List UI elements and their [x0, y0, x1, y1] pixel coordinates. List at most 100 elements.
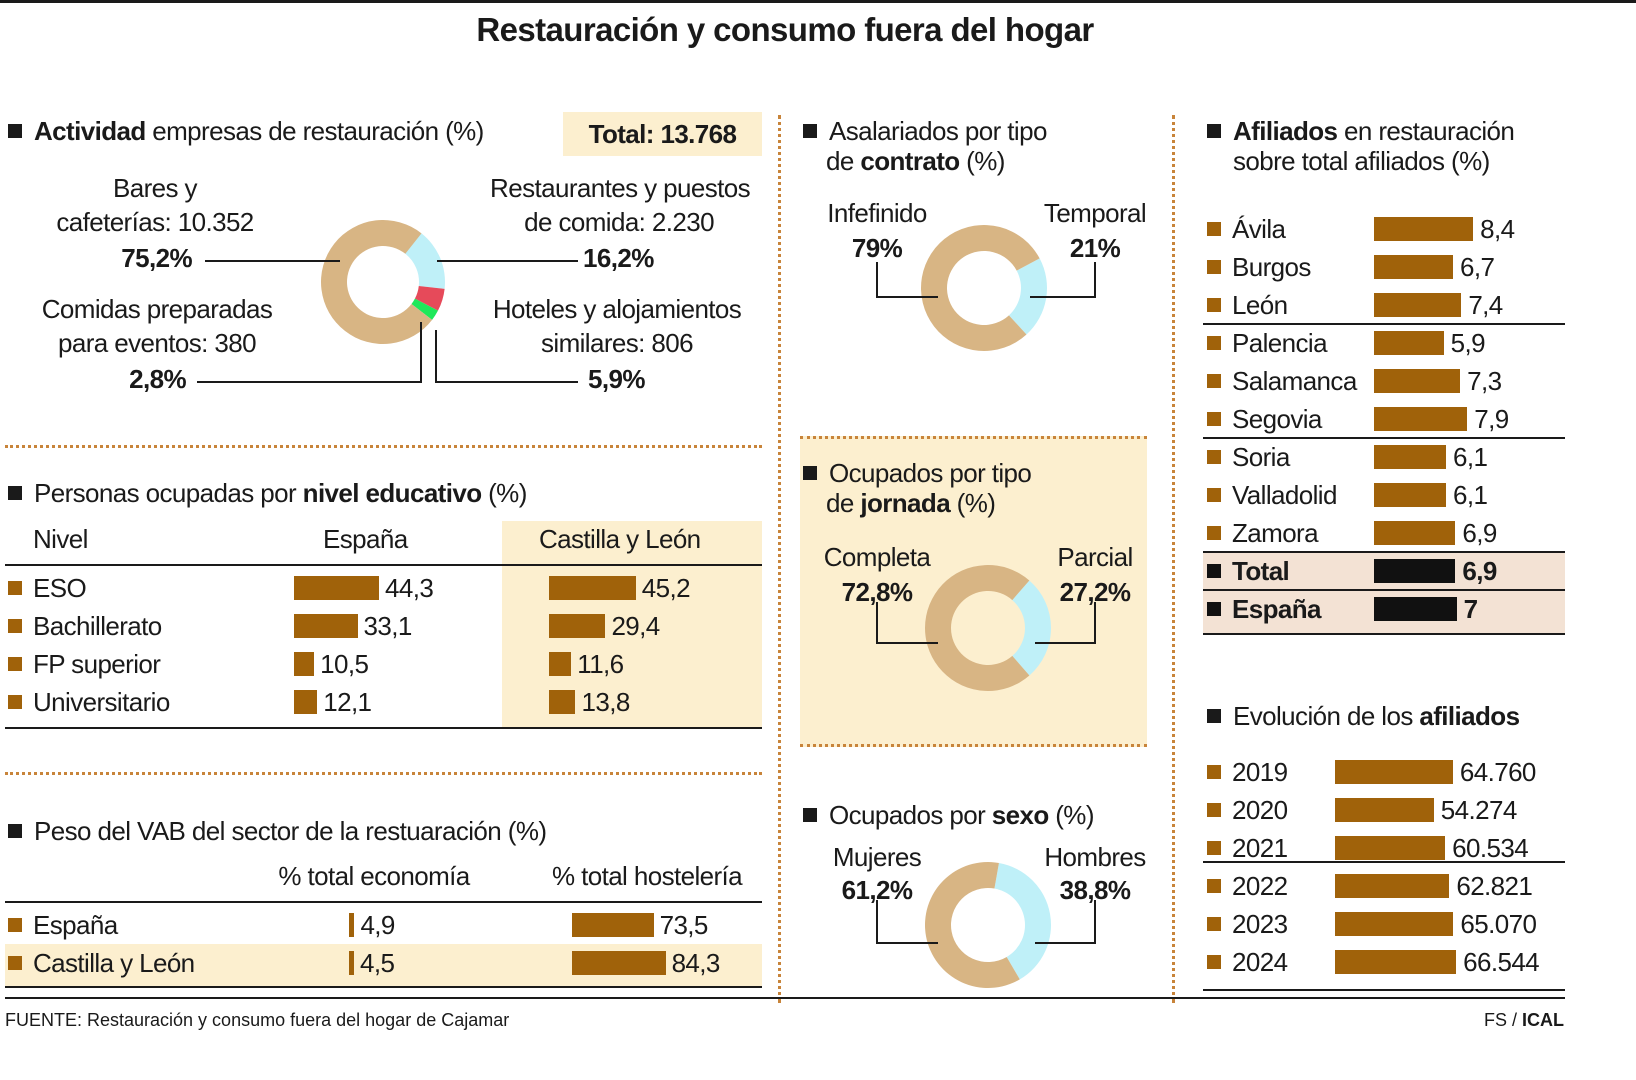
bullet-icon — [803, 466, 817, 480]
leader-line — [876, 262, 878, 298]
jornada-slice-completa — [925, 565, 1030, 692]
row-label: León — [1232, 290, 1288, 320]
row-label: Total — [1232, 556, 1290, 586]
leader-line — [437, 260, 578, 262]
vab-heading: Peso del VAB del sector de la restuaraci… — [8, 816, 547, 846]
bar-hosteleria — [572, 951, 666, 975]
bar-burgos — [1374, 255, 1454, 279]
jornada-slice-parcial — [1012, 580, 1052, 676]
leader-line — [197, 381, 422, 383]
row-label: Castilla y León — [33, 948, 195, 978]
row-label: Bachillerato — [33, 611, 162, 641]
row-label: 2022 — [1232, 871, 1288, 901]
bar-value: 62.821 — [1456, 871, 1533, 901]
bullet-icon — [8, 486, 22, 500]
sexo-slice-mujeres — [925, 862, 1020, 988]
table-rule — [5, 564, 762, 566]
label-completa: Completa — [823, 542, 931, 572]
bar-espana — [294, 652, 315, 676]
col-header-economia: % total economía — [278, 861, 470, 891]
row-label: Universitario — [33, 687, 170, 717]
top-rule — [0, 0, 1636, 3]
sexo-heading: Ocupados por sexo (%) — [803, 800, 1094, 830]
column-separator — [778, 115, 781, 1003]
table-rule — [5, 986, 762, 988]
bar-value: 44,3 — [385, 573, 434, 603]
bullet-icon — [1207, 564, 1221, 578]
bar-value: 45,2 — [641, 573, 691, 603]
bullet-icon — [8, 918, 22, 932]
bullet-icon — [1207, 803, 1221, 817]
leader-line — [436, 381, 578, 383]
label-mujeres: Mujeres — [832, 842, 922, 872]
credit: FS / ICAL — [1483, 1010, 1564, 1030]
leader-line — [205, 260, 340, 262]
leader-line — [1030, 296, 1096, 298]
bullet-icon — [8, 824, 22, 838]
bar-value: 6,7 — [1460, 252, 1495, 282]
leader-line — [1094, 262, 1096, 298]
leader-line — [1094, 900, 1096, 944]
bullet-icon — [1207, 260, 1221, 274]
leader-line — [876, 642, 938, 644]
bullet-icon — [8, 657, 22, 671]
footer-rule — [5, 997, 1565, 999]
row-label: España — [33, 910, 118, 940]
bullet-icon — [1207, 222, 1221, 236]
bullet-icon — [803, 124, 817, 138]
cyl-column-highlight — [502, 521, 762, 728]
row-label: 2023 — [1232, 909, 1288, 939]
sexo-slice-hombres — [994, 862, 1052, 980]
row-label: 2019 — [1232, 757, 1288, 787]
label-indefinido: Infefinido — [827, 198, 927, 228]
bullet-icon — [1207, 124, 1221, 138]
label-comidas: Comidas preparadas para eventos: 380 — [41, 294, 273, 358]
total-badge: Total: 13.768 — [563, 112, 762, 156]
table-rule — [1203, 437, 1565, 439]
bullet-icon — [1207, 841, 1221, 855]
bullet-icon — [1207, 412, 1221, 426]
row-label: Soria — [1232, 442, 1290, 472]
table-rule — [5, 901, 762, 903]
bar-value: 6,1 — [1452, 480, 1488, 510]
bullet-icon — [8, 695, 22, 709]
bullet-icon — [8, 956, 22, 970]
bar-value: 4,9 — [360, 910, 395, 940]
leader-line — [876, 296, 938, 298]
bar-value: 8,4 — [1480, 214, 1515, 244]
pct-bares: 75,2% — [121, 243, 192, 273]
bullet-icon — [1207, 955, 1221, 969]
bar-value: 5,9 — [1450, 328, 1486, 358]
bullet-icon — [803, 808, 817, 822]
pct-indefinido: 79% — [851, 233, 903, 263]
label-bares: Bares y cafeterías: 10.352 — [56, 173, 254, 237]
page-title: Restauración y consumo fuera del hogar — [476, 11, 1094, 48]
bar-cyl — [549, 652, 572, 676]
actividad-slice-bares-y-cafeterías — [320, 219, 433, 344]
contrato-slice-temporal — [1008, 258, 1048, 335]
pct-comidas: 2,8% — [129, 364, 186, 394]
row-label: 2020 — [1232, 795, 1288, 825]
bar-2019 — [1335, 760, 1453, 784]
leader-line — [876, 602, 878, 644]
bar-segovia — [1374, 407, 1468, 431]
afiliados-heading: Afiliados en restauración sobre total afi… — [1207, 116, 1515, 176]
row-label: Palencia — [1232, 328, 1328, 358]
bar-ávila — [1374, 217, 1474, 241]
col-header-cyl: Castilla y León — [539, 524, 701, 554]
bar-value: 13,8 — [581, 687, 630, 717]
table-rule — [5, 727, 762, 729]
bar-cyl — [549, 614, 606, 638]
bar-value: 12,1 — [323, 687, 372, 717]
actividad-slice-restaurantes-y-puestos-de-comida — [405, 233, 445, 289]
bar-espana — [294, 690, 318, 714]
bullet-icon — [1207, 336, 1221, 350]
column-separator — [1172, 115, 1175, 1003]
bar-value: 6,9 — [1462, 518, 1497, 548]
bar-soria — [1374, 445, 1446, 469]
bar-economia — [349, 913, 355, 937]
bullet-icon — [1207, 602, 1221, 616]
bar-espana — [294, 576, 380, 600]
bar-value: 6,9 — [1462, 556, 1497, 586]
